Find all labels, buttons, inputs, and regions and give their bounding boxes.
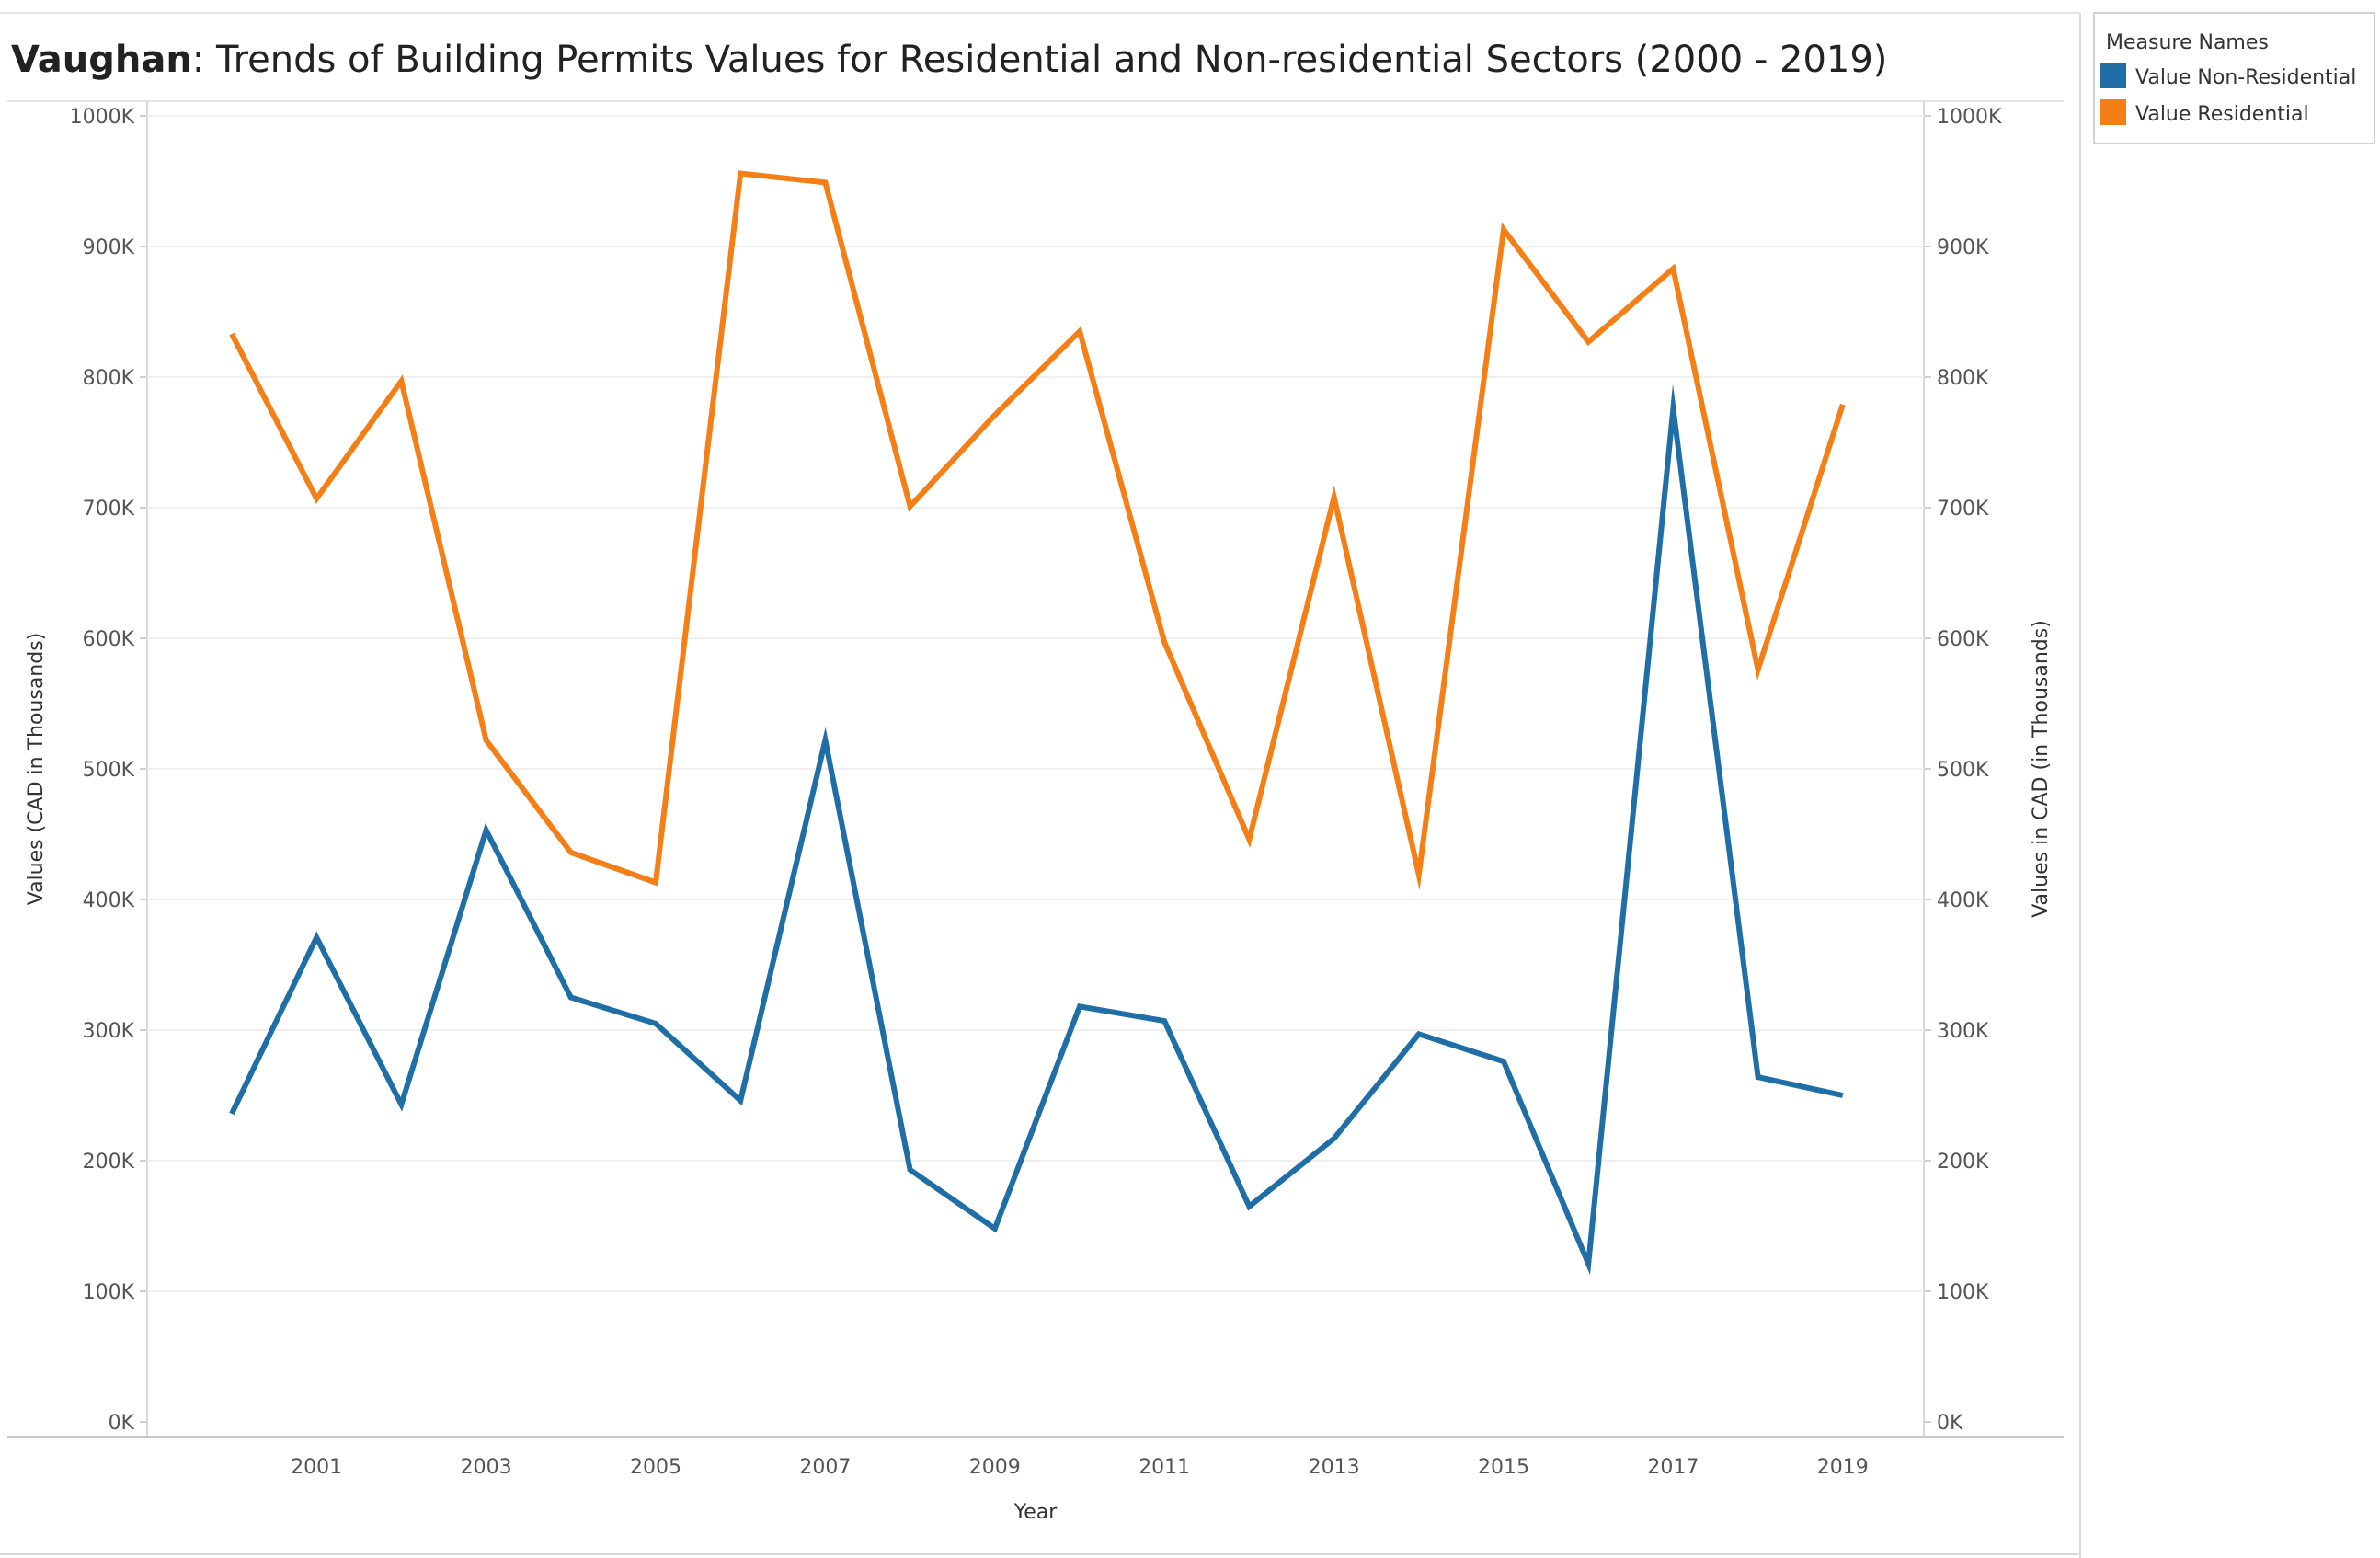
x-tick-label: 2011 [1139, 1456, 1190, 1479]
y-axis-left-title: Values (CAD in Thousands) [25, 633, 48, 906]
x-tick-label: 2019 [1817, 1456, 1869, 1479]
y-tick-label-left: 300K [83, 1020, 135, 1043]
y-tick-label-right: 0K [1937, 1412, 1963, 1435]
x-tick-label: 2015 [1478, 1456, 1529, 1479]
y-tick-label-right: 1000K [1937, 106, 2002, 129]
gridlines [147, 115, 1924, 1292]
y-tick-label-right: 700K [1937, 498, 1989, 521]
y-tick-label-left: 900K [83, 236, 135, 259]
y-tick-label-left: 400K [83, 889, 135, 912]
y-tick-label-right: 900K [1937, 236, 1989, 259]
legend-item-label[interactable]: Value Non-Residential [2135, 66, 2356, 89]
x-tick-label: 2007 [799, 1456, 851, 1479]
x-tick-label: 2005 [630, 1456, 681, 1479]
x-tick-label: 2017 [1647, 1456, 1699, 1479]
legend-swatch [2100, 63, 2126, 88]
y-axis-right-ticks: 0K 100K 200K 300K 400K 500K 600K 700K 800K 900K 10… [1924, 106, 2002, 1435]
x-tick-label: 2003 [461, 1456, 512, 1479]
chart-title: Vaughan: Trends of Building Permits Valu… [11, 39, 1887, 81]
chart-title-bold: Vaughan [11, 39, 192, 81]
y-tick-label-right: 800K [1937, 367, 1989, 390]
x-tick-label: 2001 [291, 1456, 342, 1479]
x-tick-label: 2009 [969, 1456, 1021, 1479]
y-tick-label-left: 700K [83, 498, 135, 521]
x-axis-title: Year [1013, 1501, 1058, 1524]
y-tick-label-right: 600K [1937, 628, 1989, 651]
y-tick-label-right: 100K [1937, 1281, 1989, 1304]
y-tick-label-left: 800K [83, 367, 135, 390]
y-tick-label-right: 500K [1937, 759, 1989, 782]
series-line-value-non-residential[interactable] [229, 384, 1844, 1276]
x-tick-label: 2013 [1309, 1456, 1360, 1479]
y-tick-label-left: 500K [83, 759, 135, 782]
series-line-value-residential[interactable] [229, 170, 1846, 891]
y-tick-label-left: 100K [83, 1281, 135, 1304]
legend: Measure Names Value Non-ResidentialValue… [2093, 12, 2375, 144]
y-axis-left-ticks: 0K 100K 200K 300K 400K 500K 600K 700K 800K 900K 10… [70, 106, 147, 1435]
legend-title: Measure Names [2106, 31, 2269, 54]
legend-swatch [2100, 99, 2126, 125]
y-axis-right-title: Values in CAD (in Thousands) [2030, 620, 2053, 918]
x-axis-ticks: 2001 2003 2005 2007 2009 2011 2013 2015 2017 2019 [291, 1456, 1869, 1479]
y-tick-label-left: 200K [83, 1151, 135, 1174]
y-tick-label-left: 600K [83, 628, 135, 651]
y-tick-label-right: 200K [1937, 1151, 1989, 1174]
y-tick-label-left: 0K [109, 1412, 135, 1435]
legend-items: Value Non-Residential Value Residential [2100, 63, 2356, 126]
y-tick-label-left: 1000K [70, 106, 135, 129]
chart-title-rest: : Trends of Building Permits Values for … [192, 39, 1888, 81]
legend-box [2093, 12, 2375, 144]
y-tick-label-right: 300K [1937, 1020, 1989, 1043]
y-tick-label-right: 400K [1937, 889, 1989, 912]
legend-item-label[interactable]: Value Residential [2135, 103, 2309, 126]
series-lines [229, 170, 1846, 1276]
